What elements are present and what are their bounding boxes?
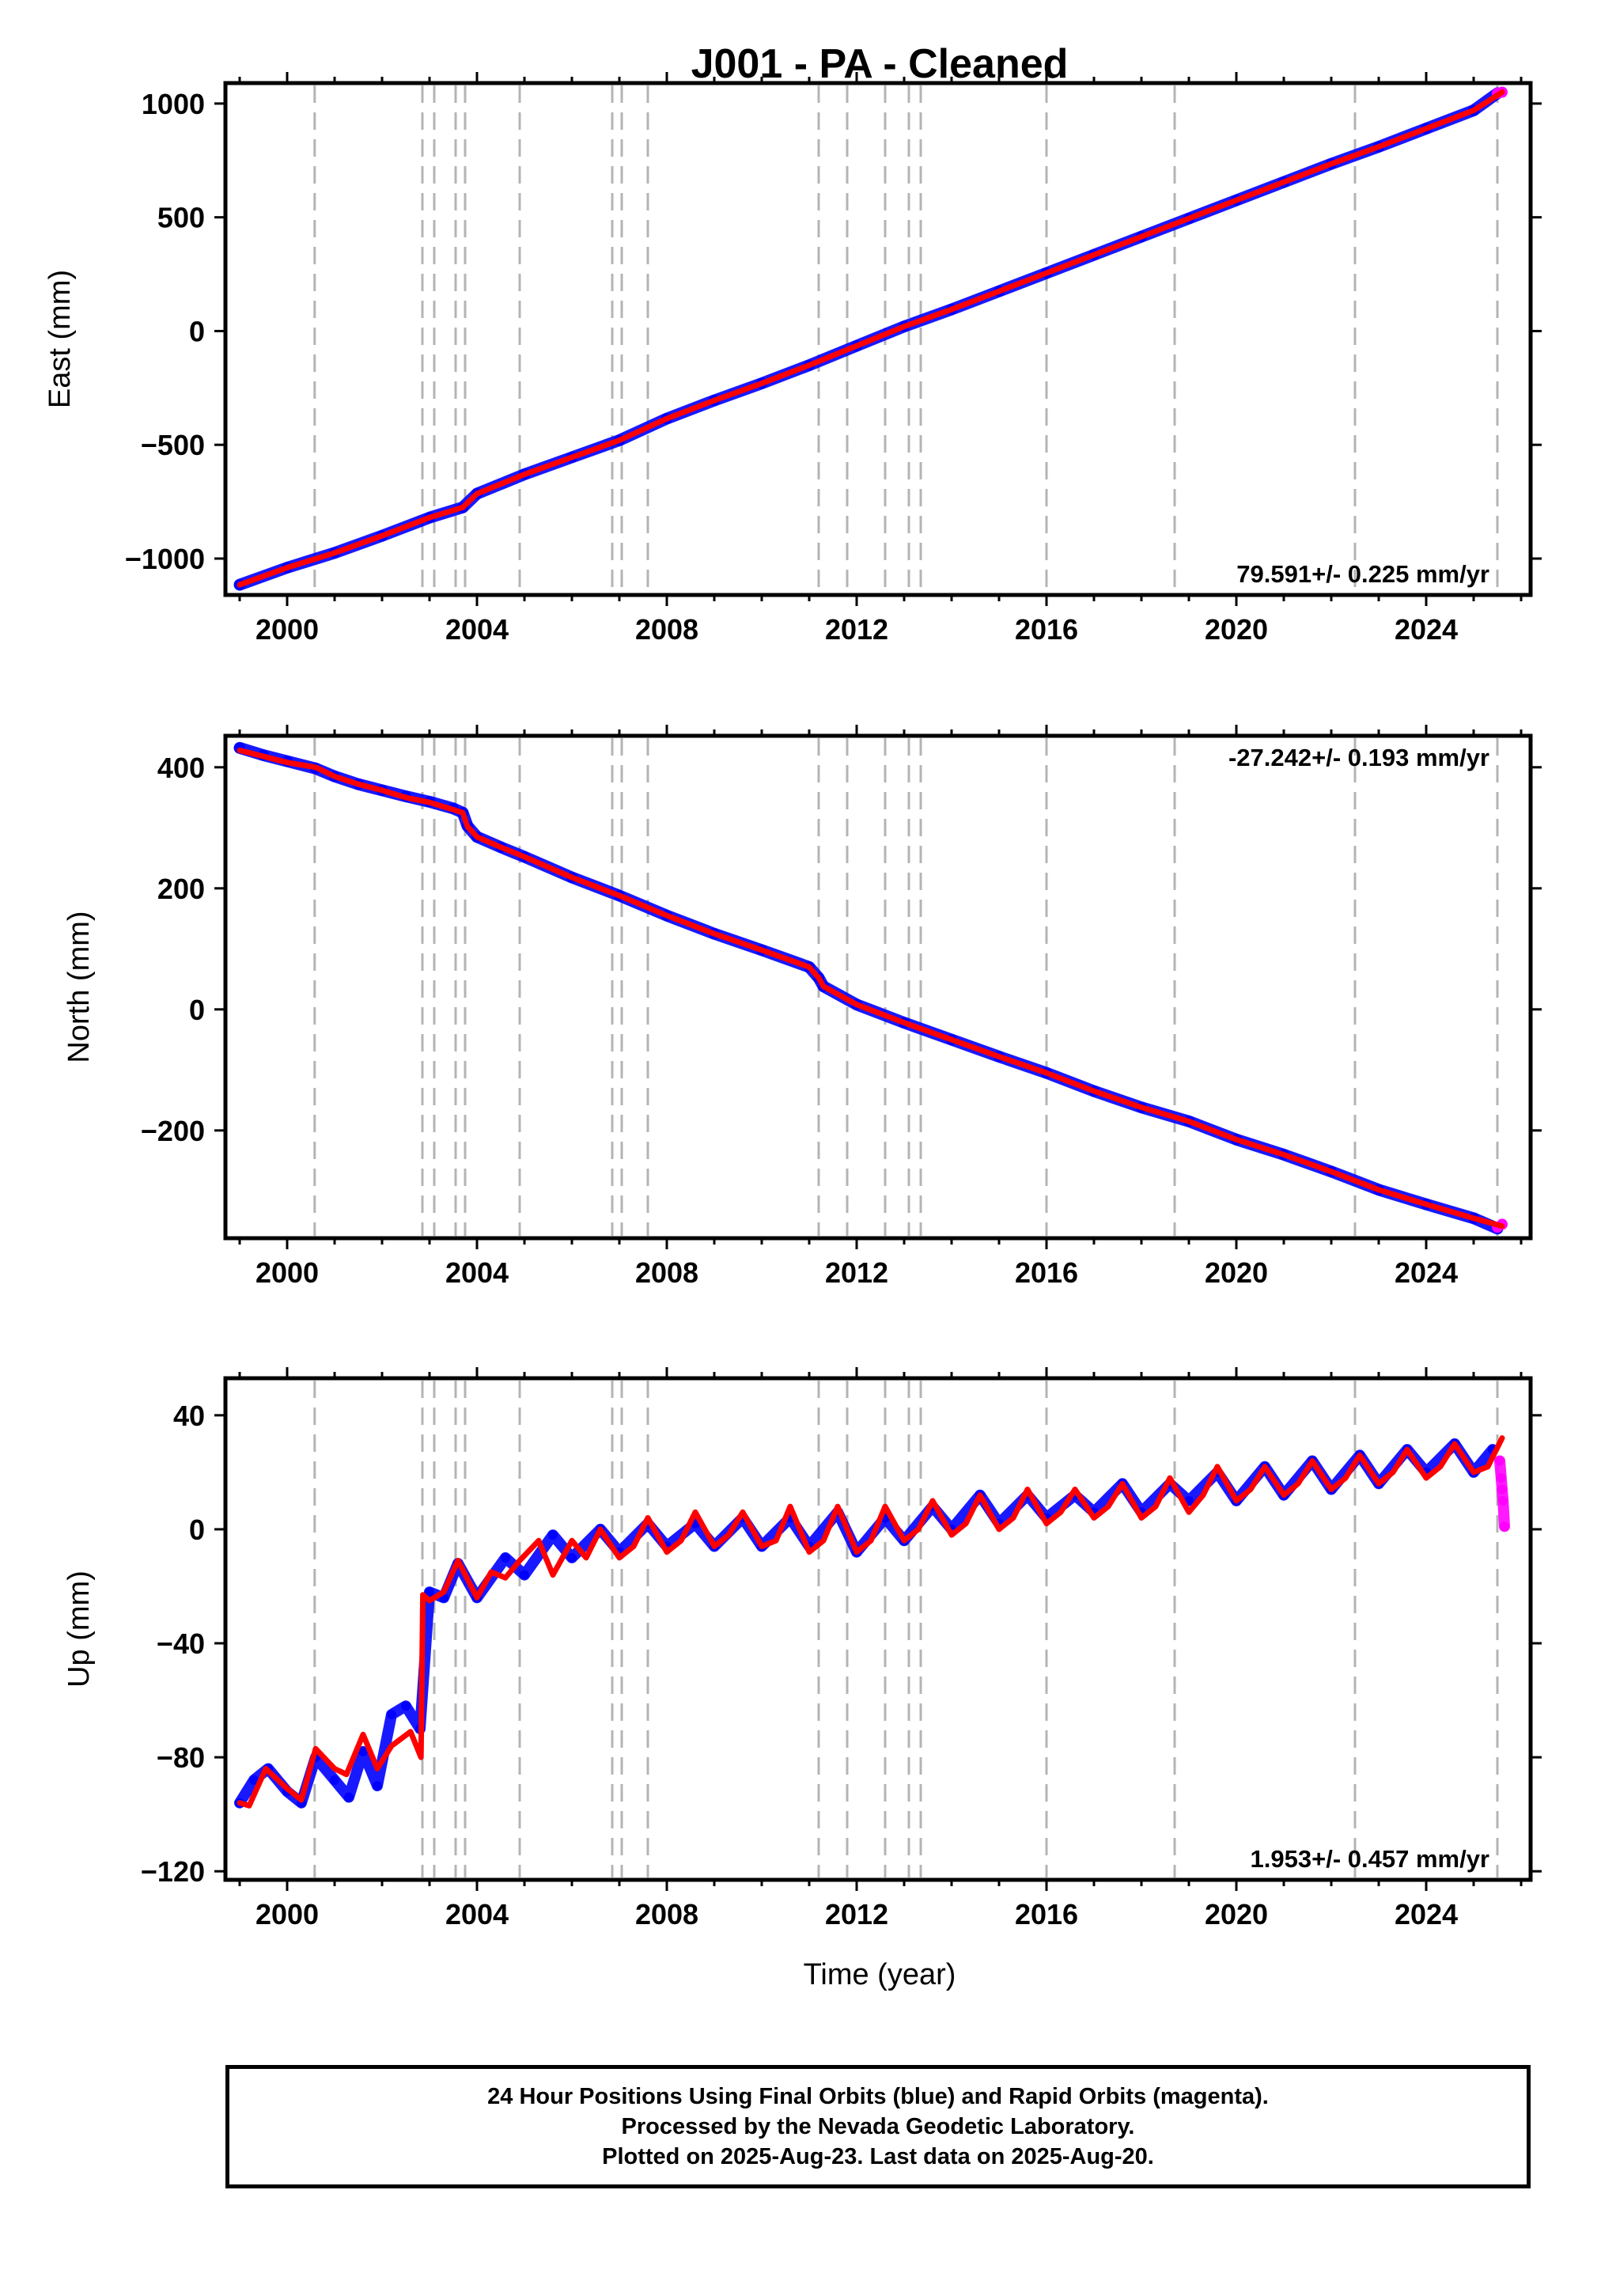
east-y-tick-label: 0 bbox=[189, 315, 205, 347]
north-rate-label: -27.242+/- 0.193 mm/yr bbox=[1228, 744, 1489, 771]
up-final-point bbox=[401, 1701, 411, 1711]
north-y-tick-label: 0 bbox=[189, 994, 205, 1026]
east-plot-frame bbox=[223, 81, 1533, 597]
up-final-band bbox=[234, 1438, 1498, 1809]
up-rapid-point bbox=[1497, 1484, 1507, 1495]
east-x-tick-label: 2008 bbox=[635, 613, 698, 646]
up-final-point bbox=[344, 1792, 354, 1802]
east-x-tick-label: 2012 bbox=[825, 613, 888, 646]
up-plot-frame bbox=[223, 1376, 1533, 1882]
up-x-tick-label: 2016 bbox=[1015, 1898, 1078, 1930]
footer-line-3: Plotted on 2025-Aug-23. Last data on 202… bbox=[602, 2144, 1154, 2169]
chart-title: J001 - PA - Cleaned bbox=[691, 41, 1069, 87]
up-y-tick-label: 0 bbox=[189, 1514, 205, 1546]
footer-line-1: 24 Hour Positions Using Final Orbits (bl… bbox=[487, 2084, 1269, 2109]
north-panel: 2000 2004 2008 2012 2016 2020 2024 −200 0 200 400 N… bbox=[62, 725, 1542, 1289]
up-y-axis-label: Up (mm) bbox=[62, 1570, 96, 1688]
east-x-tick-label: 2000 bbox=[255, 613, 319, 646]
east-model-line bbox=[237, 89, 1505, 588]
up-x-tick-label: 2004 bbox=[445, 1898, 509, 1930]
up-final-point bbox=[425, 1587, 434, 1597]
east-y-tick-label: 500 bbox=[157, 202, 205, 234]
up-x-tick-label: 2020 bbox=[1205, 1898, 1268, 1930]
up-x-tick-label: 2008 bbox=[635, 1898, 698, 1930]
up-final-point bbox=[330, 1775, 339, 1785]
up-y-tick-label: 40 bbox=[173, 1400, 205, 1432]
north-model-line bbox=[237, 747, 1505, 1229]
east-x-tick-label: 2020 bbox=[1205, 613, 1268, 646]
north-y-tick-label: 400 bbox=[157, 752, 205, 784]
up-y-tick-label: −40 bbox=[157, 1627, 205, 1660]
up-model-line bbox=[237, 1435, 1505, 1809]
up-final-point bbox=[387, 1710, 396, 1720]
up-final-point bbox=[520, 1570, 529, 1580]
up-rate-label: 1.953+/- 0.457 mm/yr bbox=[1251, 1845, 1489, 1873]
east-y-axis-label: East (mm) bbox=[44, 270, 77, 408]
east-y-tick-label: 1000 bbox=[142, 88, 205, 120]
up-final-point bbox=[249, 1775, 259, 1785]
north-x-tick-label: 2008 bbox=[635, 1256, 698, 1289]
east-x-tick-label: 2016 bbox=[1015, 613, 1078, 646]
up-final-point bbox=[501, 1552, 510, 1563]
up-final-point bbox=[548, 1530, 558, 1540]
up-final-point bbox=[358, 1746, 368, 1756]
east-y-tick-label: −500 bbox=[141, 429, 205, 461]
up-y-tick-label: −120 bbox=[141, 1855, 205, 1888]
x-axis-label: Time (year) bbox=[804, 1958, 956, 1991]
up-panel: 2000 2004 2008 2012 2016 2020 2024 −120 −80 −40 0 4… bbox=[62, 1367, 1542, 1930]
north-x-tick-label: 2020 bbox=[1205, 1256, 1268, 1289]
footer-line-2: Processed by the Nevada Geodetic Laborat… bbox=[621, 2114, 1135, 2139]
up-rapid-point bbox=[1496, 1473, 1506, 1483]
east-panel: 2000 2004 2008 2012 2016 2020 2024 −1000 −500 0 50… bbox=[44, 72, 1542, 646]
north-x-tick-label: 2012 bbox=[825, 1256, 888, 1289]
north-final-band bbox=[233, 741, 1504, 1235]
north-x-tick-label: 2004 bbox=[445, 1256, 509, 1289]
north-y-tick-label: 200 bbox=[157, 873, 205, 905]
up-x-tick-label: 2012 bbox=[825, 1898, 888, 1930]
north-plot-frame bbox=[223, 733, 1533, 1241]
north-x-tick-label: 2000 bbox=[255, 1256, 319, 1289]
east-rate-label: 79.591+/- 0.225 mm/yr bbox=[1236, 560, 1489, 588]
east-x-tick-label: 2004 bbox=[445, 613, 509, 646]
east-x-tick-label: 2024 bbox=[1395, 613, 1458, 646]
east-y-tick-label: −1000 bbox=[125, 543, 205, 575]
up-final-point bbox=[567, 1552, 577, 1563]
up-final-point bbox=[373, 1781, 382, 1791]
north-y-tick-label: −200 bbox=[141, 1115, 205, 1147]
footer-caption-box: 24 Hour Positions Using Final Orbits (bl… bbox=[225, 2065, 1531, 2188]
up-x-tick-label: 2024 bbox=[1395, 1898, 1458, 1930]
up-rapid-point bbox=[1500, 1521, 1509, 1532]
up-rapid-point bbox=[1495, 1456, 1504, 1466]
up-rapid-point bbox=[1498, 1495, 1508, 1506]
north-x-tick-label: 2016 bbox=[1015, 1256, 1078, 1289]
north-y-axis-label: North (mm) bbox=[62, 911, 96, 1063]
up-x-tick-label: 2000 bbox=[255, 1898, 319, 1930]
up-y-tick-label: −80 bbox=[157, 1741, 205, 1774]
north-x-tick-label: 2024 bbox=[1395, 1256, 1458, 1289]
